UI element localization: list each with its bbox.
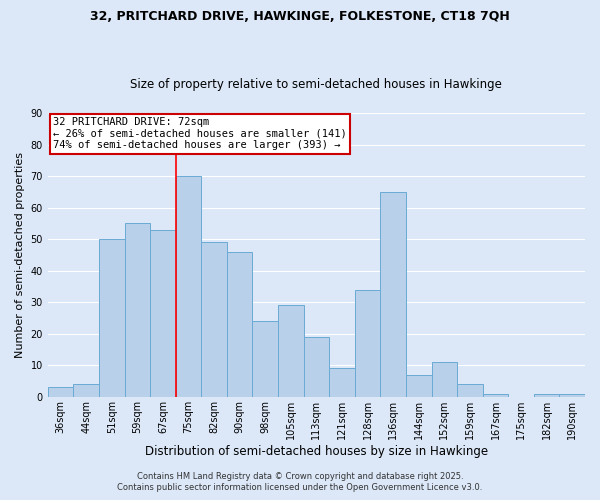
Bar [150, 230, 176, 397]
Y-axis label: Number of semi-detached properties: Number of semi-detached properties [15, 152, 25, 358]
X-axis label: Distribution of semi-detached houses by size in Hawkinge: Distribution of semi-detached houses by … [145, 444, 488, 458]
Bar [253, 321, 278, 397]
Bar [278, 306, 304, 397]
Text: 32 PRITCHARD DRIVE: 72sqm
← 26% of semi-detached houses are smaller (141)
74% of: 32 PRITCHARD DRIVE: 72sqm ← 26% of semi-… [53, 118, 347, 150]
Bar [99, 239, 125, 397]
Bar [227, 252, 253, 397]
Bar [48, 388, 73, 397]
Bar [457, 384, 482, 397]
Bar [431, 362, 457, 397]
Bar [201, 242, 227, 397]
Bar [329, 368, 355, 397]
Text: Contains HM Land Registry data © Crown copyright and database right 2025.
Contai: Contains HM Land Registry data © Crown c… [118, 472, 482, 492]
Bar [482, 394, 508, 397]
Title: Size of property relative to semi-detached houses in Hawkinge: Size of property relative to semi-detach… [130, 78, 502, 91]
Bar [125, 224, 150, 397]
Bar [355, 290, 380, 397]
Bar [176, 176, 201, 397]
Bar [534, 394, 559, 397]
Bar [304, 337, 329, 397]
Bar [559, 394, 585, 397]
Bar [380, 192, 406, 397]
Bar [73, 384, 99, 397]
Bar [406, 374, 431, 397]
Text: 32, PRITCHARD DRIVE, HAWKINGE, FOLKESTONE, CT18 7QH: 32, PRITCHARD DRIVE, HAWKINGE, FOLKESTON… [90, 10, 510, 23]
